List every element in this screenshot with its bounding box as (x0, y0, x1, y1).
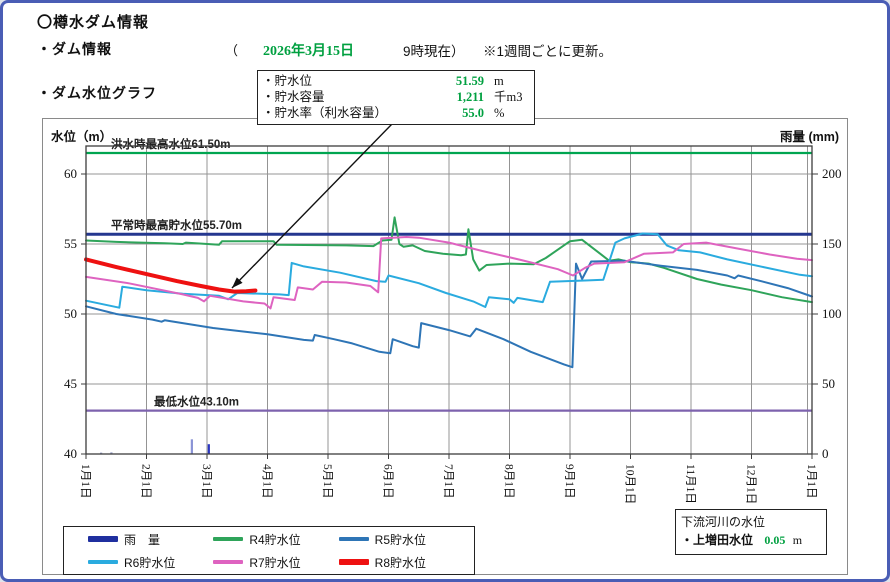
downstream-box: 下流河川の水位 ・上増田水位 0.05 m (675, 509, 827, 555)
svg-text:45: 45 (64, 376, 77, 391)
report-date: 2026年3月15日 (263, 44, 354, 59)
legend-item: R4貯水位 (213, 531, 338, 548)
info-value: 1,211 (456, 90, 484, 104)
series-R6貯水位 (85, 232, 813, 309)
downstream-value: 0.05 (764, 533, 786, 547)
series-R8貯水位 (84, 257, 258, 294)
legend-color-swatch (338, 537, 369, 541)
ref-line-label: 洪水時最高水位61.50m (111, 137, 231, 151)
legend-label: R8貯水位 (374, 555, 426, 570)
report-time: 9時現在） (403, 44, 465, 59)
info-value: 51.59 (455, 74, 484, 88)
legend-item: R6貯水位 (88, 554, 213, 571)
callout-arrowhead (232, 277, 243, 288)
graph-section-label: ・ダム水位グラフ (37, 85, 157, 101)
downstream-label: ・上増田水位 (681, 533, 754, 547)
downstream-title: 下流河川の水位 (681, 515, 766, 529)
ref-line-label: 最低水位43.10m (154, 395, 239, 409)
legend-color-swatch (338, 559, 369, 565)
x-tick-label: 7月1日 (442, 464, 454, 499)
chart-legend: 雨 量 R4貯水位 R5貯水位 R6貯水位 R7貯水位 R8貯水位 (63, 526, 475, 575)
x-tick-label: 10月1日 (624, 464, 636, 504)
svg-text:0: 0 (822, 446, 829, 461)
left-axis-title: 水位（m） (51, 130, 113, 144)
dam-info-line: ・ダム情報 （ 2026年3月15日 9時現在） ※1週間ごとに更新。 (37, 39, 612, 59)
info-value: 55.0 (462, 106, 484, 120)
downstream-row: ・上増田水位 0.05 m (681, 531, 821, 549)
svg-text:50: 50 (64, 306, 77, 321)
legend-label: R5貯水位 (374, 532, 426, 547)
legend-label: 雨 量 (124, 532, 161, 547)
info-unit: m (494, 74, 504, 88)
legend-item: R8貯水位 (338, 554, 464, 571)
dam-info-label: ・ダム情報 (37, 41, 112, 57)
x-tick-label: 5月1日 (321, 464, 333, 499)
dam-level-chart: 洪水時最高水位61.50m平常時最高貯水位55.70m最低水位43.10m404… (64, 123, 842, 504)
legend-color-swatch (213, 560, 244, 564)
info-label: ・貯水率（利水容量） (262, 106, 388, 120)
paren-open: （ (225, 43, 239, 58)
reservoir-info-box: ・貯水位 51.59 m ・貯水容量 1,211 千m3 ・貯水率（利水容量） … (257, 70, 535, 125)
x-tick-label: 4月1日 (261, 464, 273, 499)
legend-color-swatch (88, 536, 118, 542)
rain-bars (100, 439, 210, 454)
legend-color-swatch (88, 560, 118, 564)
x-tick-label: 9月1日 (563, 464, 575, 499)
x-tick-label: 12月1日 (745, 464, 757, 504)
x-tick-label: 8月1日 (503, 464, 515, 499)
svg-text:50: 50 (822, 376, 835, 391)
legend-item: 雨 量 (88, 531, 213, 548)
info-unit: 千m3 (494, 90, 523, 104)
info-row-rate: ・貯水率（利水容量） 55.0 % (262, 105, 530, 121)
callout-arrow (231, 123, 393, 289)
legend-label: R4貯水位 (249, 532, 301, 547)
info-label: ・貯水容量 (262, 90, 325, 104)
ref-line-label: 平常時最高貯水位55.70m (111, 218, 242, 232)
svg-text:200: 200 (822, 166, 842, 181)
legend-item: R7貯水位 (213, 554, 338, 571)
info-unit: % (494, 106, 505, 120)
legend-label: R6貯水位 (124, 555, 176, 570)
svg-text:150: 150 (822, 236, 842, 251)
info-row-volume: ・貯水容量 1,211 千m3 (262, 89, 530, 105)
downstream-unit: m (792, 533, 803, 547)
x-tick-label: 1月1日 (805, 464, 817, 499)
svg-text:100: 100 (822, 306, 842, 321)
chart-outer-box: 水位（m） 雨量 (mm) 洪水時最高水位61.50m 平常時最高貯水位55.70… (42, 118, 848, 575)
x-tick-label: 1月1日 (79, 464, 91, 499)
legend-color-swatch (213, 537, 244, 541)
info-label: ・貯水位 (262, 74, 313, 88)
right-axis-title: 雨量 (mm) (779, 130, 839, 144)
page-title: 〇樽水ダム情報 (37, 14, 150, 31)
svg-text:60: 60 (64, 166, 77, 181)
x-tick-label: 6月1日 (382, 464, 394, 499)
x-tick-label: 3月1日 (200, 464, 212, 499)
legend-item: R5貯水位 (338, 531, 464, 548)
x-tick-label: 11月1日 (684, 464, 696, 504)
legend-label: R7貯水位 (249, 555, 301, 570)
svg-text:55: 55 (64, 236, 77, 251)
update-note: ※1週間ごとに更新。 (483, 44, 613, 59)
axes: 40 45 50 55 60 0 50 100 150 200 1月1日 2月1日 3月1日 4月1日 5月… (64, 166, 842, 504)
svg-text:40: 40 (64, 446, 77, 461)
series-R7貯水位 (85, 236, 813, 310)
info-row-level: ・貯水位 51.59 m (262, 73, 530, 89)
series-R5貯水位 (85, 259, 813, 369)
x-tick-label: 2月1日 (140, 464, 152, 499)
